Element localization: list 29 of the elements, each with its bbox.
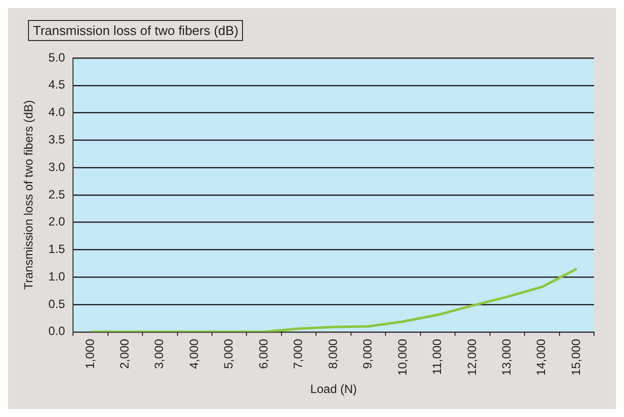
y-tick-label: 0.5 bbox=[48, 296, 66, 311]
y-tick-label: 2.5 bbox=[48, 187, 66, 202]
x-tick-label: 5,000 bbox=[222, 338, 236, 369]
x-tick-label: 14,000 bbox=[534, 338, 548, 376]
y-tick-label: 1.5 bbox=[48, 242, 66, 256]
x-axis-title: Load (N) bbox=[310, 382, 357, 396]
x-tick-label: 9,000 bbox=[360, 338, 375, 369]
x-tick-label: 4,000 bbox=[186, 338, 201, 369]
y-axis-title: Transmission loss of two fibers (dB) bbox=[22, 100, 36, 290]
x-tick-label: 3,000 bbox=[152, 338, 166, 369]
x-tick-label: 12,000 bbox=[464, 338, 479, 376]
x-tick-label: 13,000 bbox=[499, 338, 514, 376]
y-tick-label: 2.0 bbox=[48, 214, 66, 229]
y-tick-label: 4.0 bbox=[48, 105, 66, 120]
x-tick-label: 6,000 bbox=[256, 338, 270, 369]
chart-title: Transmission loss of two fibers (dB) bbox=[28, 20, 244, 41]
x-tick-label: 1,000 bbox=[82, 338, 97, 369]
x-tick-label: 2,000 bbox=[117, 338, 132, 369]
x-tick-label: 7,000 bbox=[291, 338, 306, 369]
y-tick-label: 4.5 bbox=[48, 78, 66, 92]
x-tick-label: 8,000 bbox=[326, 338, 340, 369]
y-tick-label: 3.5 bbox=[48, 132, 66, 146]
x-tick-label: 15,000 bbox=[568, 338, 583, 376]
y-tick-label: 3.0 bbox=[48, 160, 66, 174]
y-tick-label: 0.0 bbox=[48, 324, 66, 338]
x-tick-label: 10,000 bbox=[395, 338, 410, 376]
y-tick-label: 1.0 bbox=[48, 269, 66, 284]
y-tick-label: 5.0 bbox=[48, 50, 66, 64]
x-tick-label: 11,000 bbox=[430, 338, 444, 375]
